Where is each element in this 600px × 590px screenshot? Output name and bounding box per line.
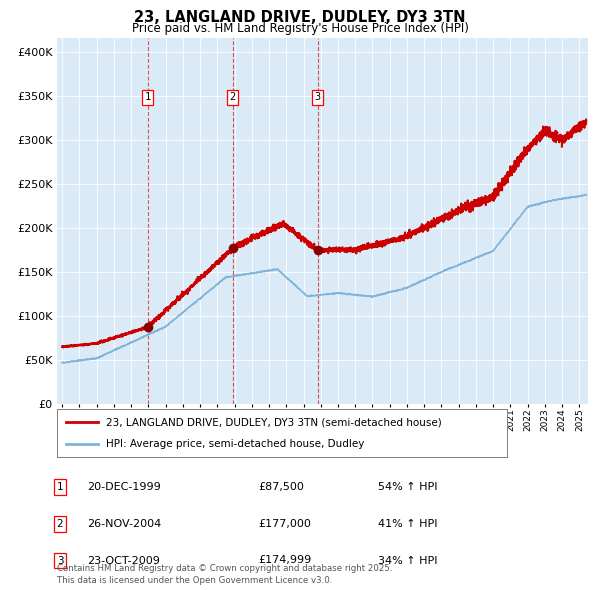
Text: HPI: Average price, semi-detached house, Dudley: HPI: Average price, semi-detached house,… (107, 439, 365, 449)
Text: 2: 2 (56, 519, 64, 529)
Text: 23, LANGLAND DRIVE, DUDLEY, DY3 3TN (semi-detached house): 23, LANGLAND DRIVE, DUDLEY, DY3 3TN (sem… (107, 417, 442, 427)
Text: 41% ↑ HPI: 41% ↑ HPI (378, 519, 437, 529)
Text: £174,999: £174,999 (258, 556, 311, 565)
Text: £177,000: £177,000 (258, 519, 311, 529)
Text: 3: 3 (56, 556, 64, 565)
Text: 1: 1 (56, 482, 64, 491)
Text: £87,500: £87,500 (258, 482, 304, 491)
Text: 23-OCT-2009: 23-OCT-2009 (87, 556, 160, 565)
Text: 1: 1 (145, 93, 151, 103)
Text: 3: 3 (314, 93, 320, 103)
Text: Contains HM Land Registry data © Crown copyright and database right 2025.
This d: Contains HM Land Registry data © Crown c… (57, 565, 392, 585)
Text: 23, LANGLAND DRIVE, DUDLEY, DY3 3TN: 23, LANGLAND DRIVE, DUDLEY, DY3 3TN (134, 10, 466, 25)
Text: 26-NOV-2004: 26-NOV-2004 (87, 519, 161, 529)
Text: 20-DEC-1999: 20-DEC-1999 (87, 482, 161, 491)
Text: 34% ↑ HPI: 34% ↑ HPI (378, 556, 437, 565)
Text: 54% ↑ HPI: 54% ↑ HPI (378, 482, 437, 491)
Text: Price paid vs. HM Land Registry's House Price Index (HPI): Price paid vs. HM Land Registry's House … (131, 22, 469, 35)
Text: 2: 2 (230, 93, 236, 103)
